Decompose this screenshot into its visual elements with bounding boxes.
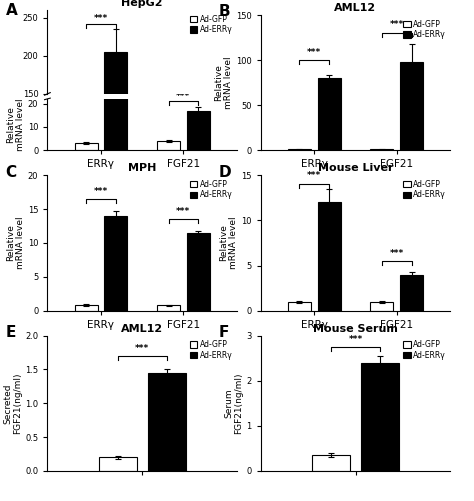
- Title: Mouse Serum: Mouse Serum: [313, 324, 398, 334]
- Legend: Ad-GFP, Ad-ERRγ: Ad-GFP, Ad-ERRγ: [189, 340, 233, 361]
- Legend: Ad-GFP, Ad-ERRγ: Ad-GFP, Ad-ERRγ: [402, 19, 447, 40]
- Bar: [157, 205, 180, 208]
- Bar: [104, 52, 128, 208]
- Bar: [74, 143, 98, 150]
- Y-axis label: Relative
mRNA level: Relative mRNA level: [6, 216, 25, 270]
- Bar: [74, 305, 98, 311]
- Bar: [370, 302, 393, 311]
- Y-axis label: Serum
FGF21(ng/ml): Serum FGF21(ng/ml): [224, 373, 244, 434]
- Bar: [99, 457, 137, 471]
- Bar: [288, 302, 311, 311]
- Bar: [400, 62, 423, 150]
- Title: AML12: AML12: [335, 3, 376, 13]
- Legend: Ad-GFP, Ad-ERRγ: Ad-GFP, Ad-ERRγ: [189, 14, 233, 35]
- Y-axis label: Relative
mRNA level: Relative mRNA level: [6, 98, 25, 151]
- Text: ***: ***: [307, 171, 321, 180]
- Bar: [157, 305, 180, 311]
- Text: A: A: [6, 4, 18, 19]
- Text: B: B: [219, 4, 231, 19]
- Legend: Ad-GFP, Ad-ERRγ: Ad-GFP, Ad-ERRγ: [402, 340, 447, 361]
- Bar: [361, 363, 399, 471]
- Bar: [318, 202, 341, 311]
- Bar: [104, 216, 128, 311]
- Bar: [74, 206, 98, 208]
- Bar: [104, 0, 128, 150]
- Text: ***: ***: [307, 48, 321, 57]
- Text: ***: ***: [176, 207, 191, 216]
- Bar: [187, 111, 210, 150]
- Legend: Ad-GFP, Ad-ERRγ: Ad-GFP, Ad-ERRγ: [402, 179, 447, 200]
- Title: MPH: MPH: [128, 163, 156, 173]
- Text: D: D: [219, 164, 232, 179]
- Text: ***: ***: [94, 187, 108, 195]
- Title: AML12: AML12: [121, 324, 163, 334]
- Text: ***: ***: [135, 344, 149, 353]
- Bar: [157, 141, 180, 150]
- Text: ***: ***: [348, 335, 363, 344]
- Y-axis label: Relative
mRNA level: Relative mRNA level: [219, 216, 238, 270]
- Y-axis label: Relative
mRNA level: Relative mRNA level: [214, 56, 233, 109]
- Bar: [288, 149, 311, 150]
- Bar: [312, 455, 350, 471]
- Title: HepG2: HepG2: [121, 0, 163, 8]
- Text: ***: ***: [390, 249, 404, 259]
- Bar: [400, 275, 423, 311]
- Text: E: E: [6, 325, 16, 340]
- Bar: [187, 233, 210, 311]
- Legend: Ad-GFP, Ad-ERRγ: Ad-GFP, Ad-ERRγ: [189, 179, 233, 200]
- Text: C: C: [6, 164, 17, 179]
- Bar: [187, 195, 210, 208]
- Text: ***: ***: [94, 14, 108, 23]
- Bar: [147, 373, 185, 471]
- Bar: [318, 78, 341, 150]
- Text: ***: ***: [390, 21, 404, 30]
- Text: ***: ***: [176, 92, 191, 101]
- Title: Mouse Liver: Mouse Liver: [318, 163, 393, 173]
- Text: F: F: [219, 325, 229, 340]
- Bar: [370, 149, 393, 150]
- Y-axis label: Secreted
FGF21(ng/ml): Secreted FGF21(ng/ml): [3, 373, 22, 434]
